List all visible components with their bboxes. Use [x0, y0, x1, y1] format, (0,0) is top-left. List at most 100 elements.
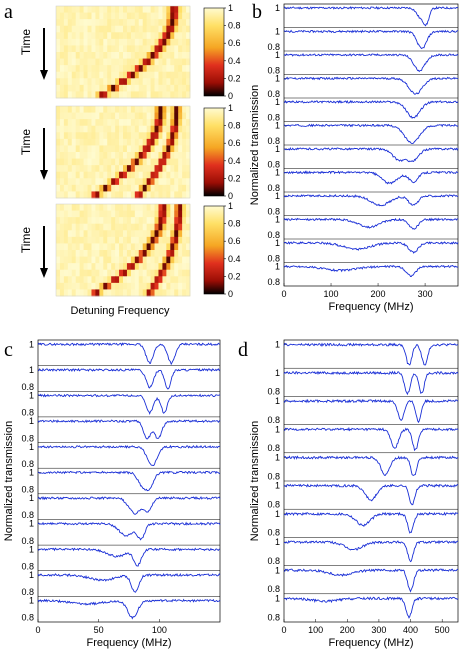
- heatmap-cell: [103, 256, 108, 264]
- transmission-trace: [283, 217, 459, 230]
- heatmap-cell: [115, 106, 120, 113]
- heatmap-cell: [134, 191, 140, 199]
- heatmap-cell: [99, 45, 104, 53]
- heatmap-cell: [59, 256, 65, 264]
- heatmap-cell: [111, 178, 116, 186]
- heatmap-cell: [186, 125, 191, 133]
- heatmap-cell: [99, 25, 104, 33]
- heatmap-cell: [111, 84, 116, 92]
- heatmap-cell: [182, 256, 187, 264]
- heatmap-cell: [134, 106, 140, 113]
- heatmap-cell: [67, 65, 73, 73]
- heatmap-cell: [99, 145, 104, 153]
- heatmap-cell: [150, 78, 155, 86]
- y-tick-label: 0.8: [267, 584, 280, 594]
- heatmap-cell: [83, 132, 88, 140]
- heatmap-cell: [170, 178, 175, 186]
- heatmap-cell: [103, 269, 108, 277]
- transmission-trace: [283, 123, 459, 145]
- heatmap-cell: [138, 236, 144, 244]
- y-tick-label: 1: [275, 3, 280, 13]
- heatmap-cell: [111, 276, 116, 284]
- heatmap-cell: [138, 78, 144, 86]
- heatmap-cell: [119, 19, 124, 27]
- heatmap-cell: [111, 45, 116, 53]
- y-axis-label: Normalized transmission: [3, 421, 15, 541]
- heatmap-cell: [67, 250, 73, 257]
- heatmap-cell: [126, 282, 132, 290]
- heatmap-cell: [186, 106, 191, 113]
- heatmap-cell: [67, 152, 73, 159]
- heatmap-cell: [166, 184, 171, 192]
- heatmap-cell: [103, 204, 108, 211]
- heatmap-cell: [150, 217, 155, 225]
- heatmap-cell: [126, 243, 132, 251]
- heatmap-cell: [130, 58, 136, 66]
- x-axis-label: Frequency (MHz): [87, 637, 172, 649]
- y-tick-label: 0.8: [267, 207, 280, 217]
- heatmap-cell: [99, 112, 104, 120]
- heatmap-cell: [67, 145, 73, 153]
- plot-frame: [37, 339, 221, 623]
- heatmap-cell: [79, 158, 84, 166]
- heatmap-cell: [63, 6, 69, 13]
- heatmap-cell: [56, 65, 61, 73]
- heatmap-cell: [126, 52, 132, 59]
- heatmap-cell: [158, 165, 163, 173]
- heatmap-cell: [107, 52, 112, 59]
- heatmap-cell: [115, 236, 120, 244]
- heatmap-cell: [119, 25, 124, 33]
- heatmap-cell: [123, 71, 128, 79]
- heatmap-cell: [170, 158, 175, 166]
- heatmap-cell: [115, 138, 120, 146]
- heatmap-cell: [115, 289, 120, 297]
- heatmap-cell: [111, 217, 116, 225]
- heatmap-cell: [99, 210, 104, 218]
- heatmap-cell: [91, 19, 96, 27]
- heatmap-cell: [59, 119, 65, 127]
- heatmap-cell: [186, 25, 191, 33]
- heatmap-cell: [186, 236, 191, 244]
- heatmap-cell: [59, 269, 65, 277]
- heatmap-cell: [150, 223, 155, 231]
- heatmap-cell: [150, 178, 155, 186]
- heatmap-cell: [158, 78, 163, 86]
- heatmap-cell: [178, 106, 183, 113]
- heatmap-cell: [174, 52, 179, 59]
- heatmap-cell: [162, 250, 167, 257]
- heatmap-cell: [134, 132, 140, 140]
- heatmap-cell: [83, 106, 88, 113]
- heatmap-cell: [95, 217, 100, 225]
- heatmap-cell: [158, 256, 163, 264]
- heatmap-cell: [107, 191, 112, 199]
- transmission-trace: [283, 53, 459, 73]
- heatmap-cell: [142, 138, 148, 146]
- heatmap-cell: [103, 282, 108, 290]
- heatmap-cell: [111, 38, 116, 46]
- heatmap-cell: [87, 138, 92, 146]
- heatmap-cell: [119, 45, 124, 53]
- heatmap-cell: [56, 125, 61, 133]
- y-tick-label: 0.8: [267, 66, 280, 76]
- heatmap-cell: [162, 152, 167, 159]
- colorbar-gradient: [203, 7, 225, 97]
- heatmap-cell: [87, 217, 92, 225]
- y-tick-label: 1: [275, 368, 280, 378]
- heatmap-cell: [79, 191, 84, 199]
- heatmap-cell: [130, 6, 136, 13]
- heatmap-cell: [59, 204, 65, 211]
- heatmap-cell: [158, 38, 163, 46]
- heatmap-cell: [115, 19, 120, 27]
- heatmap-cell: [99, 250, 104, 257]
- heatmap-cell: [174, 91, 179, 99]
- heatmap-cell: [142, 282, 148, 290]
- heatmap-cell: [130, 217, 136, 225]
- heatmap-cell: [87, 12, 92, 20]
- heatmap-cell: [83, 171, 88, 179]
- heatmap-cell: [99, 165, 104, 173]
- heatmap-cell: [59, 217, 65, 225]
- heatmap-cell: [158, 45, 163, 53]
- heatmap-cell: [83, 112, 88, 120]
- heatmap-cell: [126, 65, 132, 73]
- heatmap-cell: [95, 269, 100, 277]
